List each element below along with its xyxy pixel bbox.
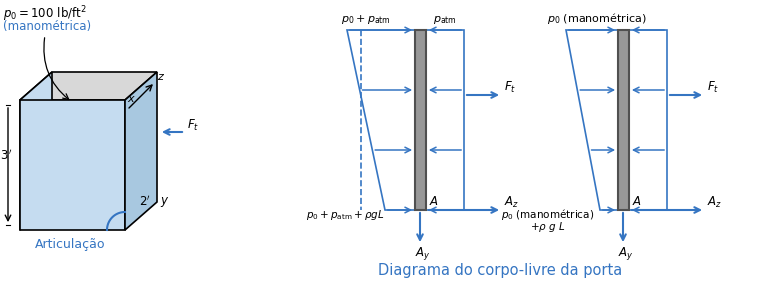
- Text: $A_z$: $A_z$: [707, 195, 722, 210]
- Text: $F_t$: $F_t$: [707, 80, 719, 95]
- Bar: [415, 30, 426, 210]
- Text: $p_0 = 100\ \mathrm{lb/ft^2}$: $p_0 = 100\ \mathrm{lb/ft^2}$: [3, 4, 87, 24]
- Text: $A_y$: $A_y$: [618, 245, 634, 262]
- Bar: [618, 30, 629, 210]
- Text: $p_{\mathrm{atm}}$: $p_{\mathrm{atm}}$: [433, 14, 457, 26]
- Text: $z$: $z$: [157, 72, 165, 82]
- Text: $A_z$: $A_z$: [504, 195, 519, 210]
- Text: $p_0 + p_{\mathrm{atm}} + \rho g L$: $p_0 + p_{\mathrm{atm}} + \rho g L$: [306, 208, 384, 222]
- Text: $F_t$: $F_t$: [187, 118, 199, 133]
- Text: $p_0$ (manométrica): $p_0$ (manométrica): [501, 207, 594, 222]
- Text: $p_0 + p_{\mathrm{atm}}$: $p_0 + p_{\mathrm{atm}}$: [341, 13, 391, 26]
- Text: (manométrica): (manométrica): [3, 20, 91, 33]
- Text: $A$: $A$: [429, 195, 439, 208]
- Text: $x$: $x$: [127, 94, 136, 104]
- Text: $L = 3'$: $L = 3'$: [0, 148, 13, 163]
- Text: $A_y$: $A_y$: [415, 245, 431, 262]
- Text: $2'$: $2'$: [139, 194, 151, 209]
- Polygon shape: [20, 72, 52, 230]
- Text: $y$: $y$: [160, 195, 169, 209]
- Polygon shape: [20, 100, 125, 230]
- Text: $A$: $A$: [632, 195, 642, 208]
- Polygon shape: [125, 72, 157, 230]
- Polygon shape: [20, 72, 157, 100]
- Text: Diagrama do corpo-livre da porta: Diagrama do corpo-livre da porta: [378, 262, 622, 278]
- Text: $F_t$: $F_t$: [504, 80, 516, 95]
- Text: $p_0$ (manométrica): $p_0$ (manométrica): [547, 11, 647, 26]
- Text: Articulação: Articulação: [35, 238, 105, 251]
- Text: $+ \rho\ g\ L$: $+ \rho\ g\ L$: [530, 220, 566, 234]
